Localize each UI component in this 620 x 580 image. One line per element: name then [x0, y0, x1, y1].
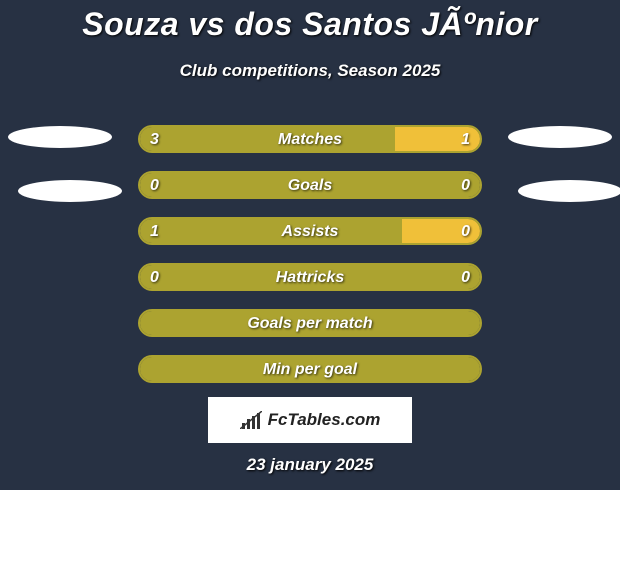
logo-text: FcTables.com [268, 410, 381, 430]
bar-left-fill [140, 265, 480, 289]
stat-bar: Min per goal [138, 355, 482, 383]
stat-bar: Goals00 [138, 171, 482, 199]
stat-row: Assists10 [0, 217, 620, 263]
page-title: Souza vs dos Santos JÃºnior [0, 6, 620, 43]
stat-bar: Goals per match [138, 309, 482, 337]
stat-row: Goals per match [0, 309, 620, 355]
left-player-ellipse [18, 180, 122, 202]
fctables-logo[interactable]: FcTables.com [208, 397, 412, 443]
left-player-ellipse [8, 126, 112, 148]
stats-rows: Matches31 Goals00 Assists10 Hattricks00 Goal… [0, 125, 620, 401]
page-subtitle: Club competitions, Season 2025 [0, 61, 620, 81]
right-player-ellipse [518, 180, 620, 202]
bar-left-fill [140, 127, 395, 151]
bar-left-fill [140, 357, 480, 381]
bar-right-fill [140, 311, 480, 335]
bar-left-fill [140, 219, 402, 243]
stat-row: Hattricks00 [0, 263, 620, 309]
right-player-ellipse [508, 126, 612, 148]
stat-bar: Matches31 [138, 125, 482, 153]
bar-right-fill [402, 219, 480, 243]
date-label: 23 january 2025 [0, 455, 620, 475]
bar-right-fill [395, 127, 480, 151]
stats-panel: Souza vs dos Santos JÃºnior Club competi… [0, 0, 620, 490]
stat-row: Min per goal [0, 355, 620, 401]
stat-bar: Hattricks00 [138, 263, 482, 291]
bar-left-fill [140, 173, 480, 197]
stat-bar: Assists10 [138, 217, 482, 245]
bar-chart-icon [240, 411, 262, 429]
